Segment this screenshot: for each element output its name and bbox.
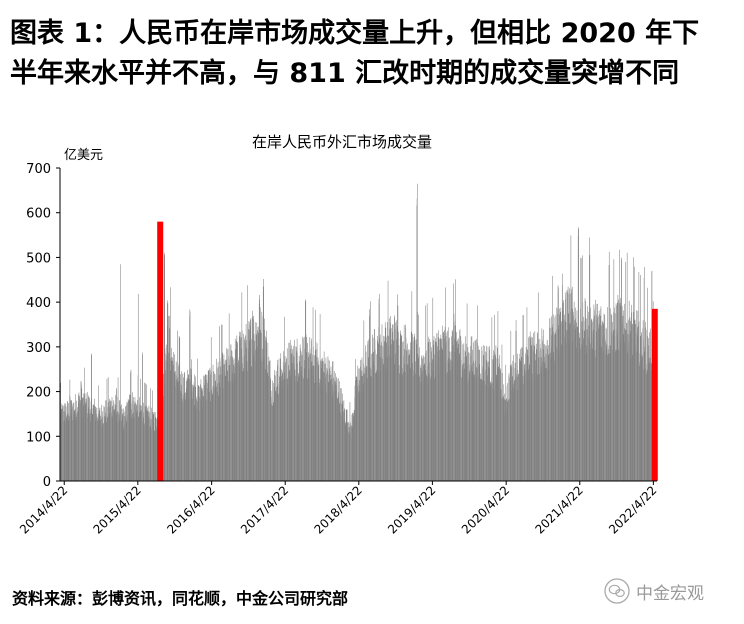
y-tick-label: 700 <box>26 162 51 177</box>
y-tick-label: 500 <box>26 251 51 266</box>
y-tick-label: 200 <box>26 386 51 401</box>
source-note: 资料来源：彭博资讯，同花顺，中金公司研究部 <box>12 589 349 608</box>
y-tick-label: 400 <box>26 296 51 311</box>
x-tick-label: 2021/4/22 <box>532 483 585 536</box>
x-tick-label: 2020/4/22 <box>459 483 512 536</box>
watermark: 中金宏观 <box>604 578 704 604</box>
figure-heading-line-1: 图表 1：人民币在岸市场成交量上升，但相比 2020 年下 <box>10 18 700 49</box>
x-tick-label: 2016/4/22 <box>164 483 217 536</box>
x-tick-label: 2015/4/22 <box>91 483 144 536</box>
bars-group <box>59 183 658 481</box>
highlight-bar <box>157 221 164 481</box>
highlight-bar <box>651 308 658 481</box>
wechat-icon <box>604 578 630 604</box>
y-tick-label: 600 <box>26 207 51 222</box>
x-tick-label: 2014/4/22 <box>17 483 70 536</box>
x-tick-label: 2022/4/22 <box>606 483 659 536</box>
y-tick-label: 100 <box>26 430 51 445</box>
x-tick-label: 2019/4/22 <box>385 483 438 536</box>
highlight-bars-group <box>157 221 658 481</box>
watermark-text: 中金宏观 <box>636 583 704 604</box>
figure-heading-line-2: 半年来水平并不高，与 811 汇改时期的成交量突增不同 <box>10 58 680 89</box>
y-tick-label: 0 <box>43 475 51 490</box>
y-axis: 0 100 200 300 400 500 600 700 <box>26 162 61 490</box>
chart-title: 在岸人民币外汇市场成交量 <box>252 133 432 151</box>
x-tick-label: 2018/4/22 <box>312 483 365 536</box>
y-tick-label: 300 <box>26 341 51 356</box>
volume-chart: 在岸人民币外汇市场成交量 亿美元 0100200300400500600700 … <box>17 133 660 537</box>
x-tick-label: 2017/4/22 <box>238 483 291 536</box>
y-axis-unit-label: 亿美元 <box>64 148 103 163</box>
figure-heading: 图表 1：人民币在岸市场成交量上升，但相比 2020 年下 半年来水平并不高，与… <box>10 14 734 94</box>
x-axis: 2014/4/22 2015/4/22 2016/4/22 2017/4/22 2018… <box>17 480 659 537</box>
